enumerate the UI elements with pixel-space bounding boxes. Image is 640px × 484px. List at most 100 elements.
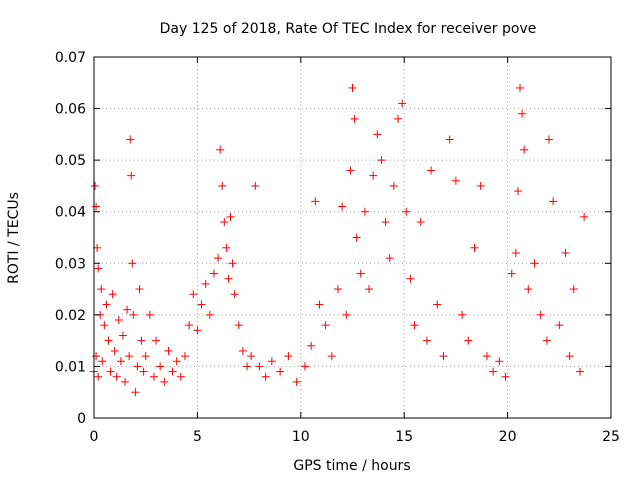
data-point bbox=[356, 269, 365, 278]
data-point bbox=[209, 269, 218, 278]
data-point bbox=[92, 202, 101, 211]
data-point bbox=[327, 352, 336, 361]
data-point bbox=[160, 377, 169, 386]
data-point bbox=[218, 181, 227, 190]
data-point bbox=[300, 362, 309, 371]
data-point bbox=[555, 321, 564, 330]
data-point bbox=[373, 130, 382, 139]
data-point bbox=[338, 202, 347, 211]
data-point bbox=[307, 341, 316, 350]
data-point bbox=[458, 310, 467, 319]
y-tick-label: 0.05 bbox=[55, 153, 86, 169]
data-point bbox=[168, 367, 177, 376]
y-tick-label: 0.01 bbox=[55, 359, 86, 375]
data-point bbox=[222, 243, 231, 252]
plot-frame bbox=[93, 56, 612, 419]
data-point bbox=[346, 166, 355, 175]
data-point bbox=[311, 197, 320, 206]
data-point bbox=[92, 352, 101, 361]
data-point bbox=[189, 290, 198, 299]
x-tick-label: 10 bbox=[292, 429, 310, 445]
data-point bbox=[482, 352, 491, 361]
data-point bbox=[445, 135, 454, 144]
data-point bbox=[164, 346, 173, 355]
data-point bbox=[238, 346, 247, 355]
data-point bbox=[180, 352, 189, 361]
y-axis-label: ROTI / TECUs bbox=[6, 192, 22, 284]
data-point bbox=[149, 372, 158, 381]
data-point bbox=[389, 181, 398, 190]
x-tick-label: 0 bbox=[90, 429, 99, 445]
data-point bbox=[544, 135, 553, 144]
data-point bbox=[422, 336, 431, 345]
data-point bbox=[129, 310, 138, 319]
data-point bbox=[100, 321, 109, 330]
y-tick-label: 0.03 bbox=[55, 256, 86, 272]
data-point bbox=[369, 171, 378, 180]
data-point bbox=[133, 362, 142, 371]
x-axis-label: GPS time / hours bbox=[293, 458, 410, 474]
data-point bbox=[561, 248, 570, 257]
data-point bbox=[501, 372, 510, 381]
data-point bbox=[489, 367, 498, 376]
data-point bbox=[315, 300, 324, 309]
data-point bbox=[377, 156, 386, 165]
data-point bbox=[427, 166, 436, 175]
data-point bbox=[116, 357, 125, 366]
data-point bbox=[513, 187, 522, 196]
data-point bbox=[91, 181, 100, 190]
data-point bbox=[106, 367, 115, 376]
data-point bbox=[226, 212, 235, 221]
data-point bbox=[137, 336, 146, 345]
data-point bbox=[110, 346, 119, 355]
data-point bbox=[243, 362, 252, 371]
data-point bbox=[402, 207, 411, 216]
x-tick-label: 25 bbox=[602, 429, 620, 445]
data-point bbox=[98, 357, 107, 366]
y-tick-label: 0.07 bbox=[55, 50, 86, 66]
data-point bbox=[139, 367, 148, 376]
data-point bbox=[102, 300, 111, 309]
chart-title: Day 125 of 2018, Rate Of TEC Index for r… bbox=[160, 21, 537, 37]
data-point bbox=[128, 259, 137, 268]
data-point bbox=[267, 357, 276, 366]
grid bbox=[94, 57, 611, 418]
data-points bbox=[90, 83, 589, 397]
data-point bbox=[214, 254, 223, 263]
data-point bbox=[507, 269, 516, 278]
data-point bbox=[185, 321, 194, 330]
data-point bbox=[135, 285, 144, 294]
data-point bbox=[433, 300, 442, 309]
data-point bbox=[511, 248, 520, 257]
data-point bbox=[569, 285, 578, 294]
data-point bbox=[410, 321, 419, 330]
data-point bbox=[398, 99, 407, 108]
data-point bbox=[251, 181, 260, 190]
data-point bbox=[156, 362, 165, 371]
data-point bbox=[321, 321, 330, 330]
data-point bbox=[247, 352, 256, 361]
data-point bbox=[284, 352, 293, 361]
data-point bbox=[276, 367, 285, 376]
data-point bbox=[385, 254, 394, 263]
data-point bbox=[348, 83, 357, 92]
data-point bbox=[201, 279, 210, 288]
data-point bbox=[342, 310, 351, 319]
data-point bbox=[97, 285, 106, 294]
data-point bbox=[197, 300, 206, 309]
data-point bbox=[176, 372, 185, 381]
y-tick-label: 0.04 bbox=[55, 205, 86, 221]
data-point bbox=[565, 352, 574, 361]
data-point bbox=[104, 336, 113, 345]
data-point bbox=[451, 176, 460, 185]
data-point bbox=[125, 352, 134, 361]
axis-ticks: 0 0.01 0.02 0.03 0.04 0.05 0.06 0.07 0 5 10 15 20 25 bbox=[55, 50, 620, 445]
data-point bbox=[518, 109, 527, 118]
data-point bbox=[228, 259, 237, 268]
data-point bbox=[416, 218, 425, 227]
data-point bbox=[439, 352, 448, 361]
data-point bbox=[464, 336, 473, 345]
data-point bbox=[126, 135, 135, 144]
